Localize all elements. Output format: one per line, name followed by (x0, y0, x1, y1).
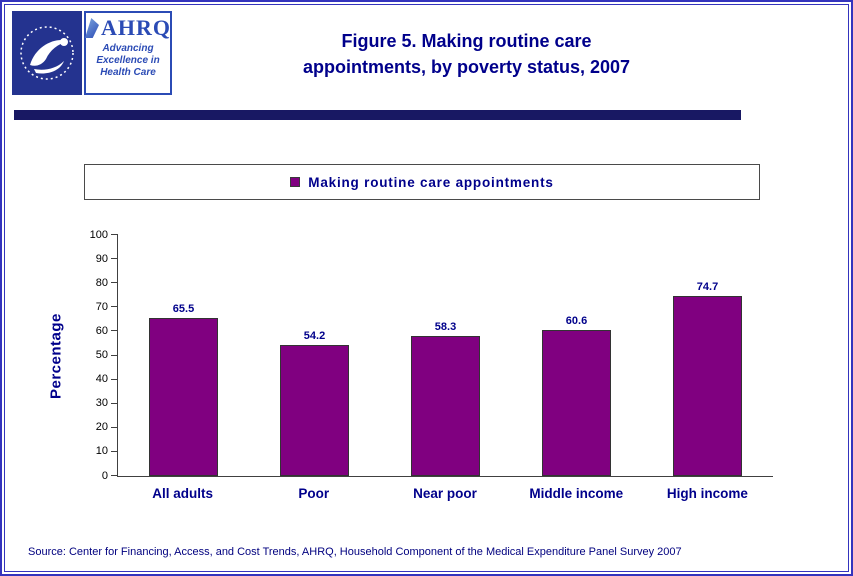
plot-area: 0 10 20 30 40 50 60 70 80 90 100 65.5 54.2 58.3 60.6 7… (90, 229, 773, 482)
ahrq-swoosh-icon (85, 18, 99, 38)
header-divider-bar (14, 110, 741, 120)
ahrq-tagline: Advancing Excellence in Health Care (96, 43, 160, 78)
hhs-logo (12, 11, 82, 95)
x-axis-category-label: Poor (298, 486, 330, 501)
ahrq-wordmark: AHRQ (85, 17, 171, 39)
bar (411, 335, 480, 476)
y-axis-title: Percentage (47, 313, 65, 399)
y-tick: 50 (96, 349, 118, 361)
legend-swatch (290, 177, 301, 187)
bar-series: 65.5 54.2 58.3 60.6 74.7 (118, 235, 773, 476)
y-tick-label: 10 (95, 445, 108, 458)
bar-group: 58.3 (380, 235, 511, 476)
y-tick: 60 (96, 325, 118, 337)
y-tick: 100 (90, 229, 118, 241)
bar (673, 295, 742, 476)
bar-value-label: 74.7 (696, 280, 719, 293)
figure-title: Figure 5. Making routine care appointmen… (122, 28, 811, 80)
y-tick-label: 50 (95, 349, 108, 361)
y-tick: 20 (96, 421, 118, 433)
x-axis-category-label: All adults (152, 486, 213, 501)
y-tick-label: 80 (95, 276, 108, 289)
y-tick-label: 70 (95, 300, 108, 313)
bar-group: 65.5 (118, 235, 249, 476)
y-tick-label: 90 (95, 252, 108, 265)
bar-value-label: 60.6 (565, 314, 588, 327)
y-tick: 0 (102, 470, 118, 482)
bar-value-label: 54.2 (303, 330, 326, 343)
figure-title-line2: appointments, by poverty status, 2007 (302, 57, 631, 78)
y-tick-label: 0 (101, 469, 108, 482)
y-tick: 70 (96, 301, 118, 313)
bar (149, 318, 218, 476)
y-tick-label: 40 (95, 373, 108, 386)
header-logos: AHRQ Advancing Excellence in Health Care (12, 11, 172, 95)
y-tick: 90 (96, 253, 118, 265)
x-axis-category-label: High income (666, 486, 748, 501)
y-tick: 80 (96, 277, 118, 289)
x-axis-category-label: Near poor (413, 486, 477, 501)
y-tick: 40 (96, 373, 118, 385)
ahrq-acronym: AHRQ (101, 15, 171, 40)
y-tick-label: 30 (95, 397, 108, 410)
bar-value-label: 58.3 (434, 320, 457, 333)
hhs-eagle-icon (20, 26, 74, 80)
chart-legend: Making routine care appointments (84, 164, 760, 200)
bar-value-label: 65.5 (172, 303, 195, 316)
source-note: Source: Center for Financing, Access, an… (28, 546, 682, 558)
y-tick-label: 100 (89, 228, 108, 241)
ahrq-logo: AHRQ Advancing Excellence in Health Care (84, 11, 172, 95)
bar (542, 329, 611, 476)
x-axis-labels: All adults Poor Near poor Middle income High… (117, 486, 773, 501)
bar-group: 60.6 (511, 235, 642, 476)
bar-group: 74.7 (642, 235, 773, 476)
bar (280, 345, 349, 476)
figure-title-line1: Figure 5. Making routine care (341, 31, 592, 51)
y-tick: 10 (96, 445, 118, 457)
y-tick: 30 (96, 397, 118, 409)
legend-label: Making routine care appointments (308, 174, 554, 190)
y-tick-label: 20 (95, 421, 108, 434)
y-tick-label: 60 (95, 324, 108, 337)
bar-group: 54.2 (249, 235, 380, 476)
x-axis-category-label: Middle income (529, 486, 624, 501)
